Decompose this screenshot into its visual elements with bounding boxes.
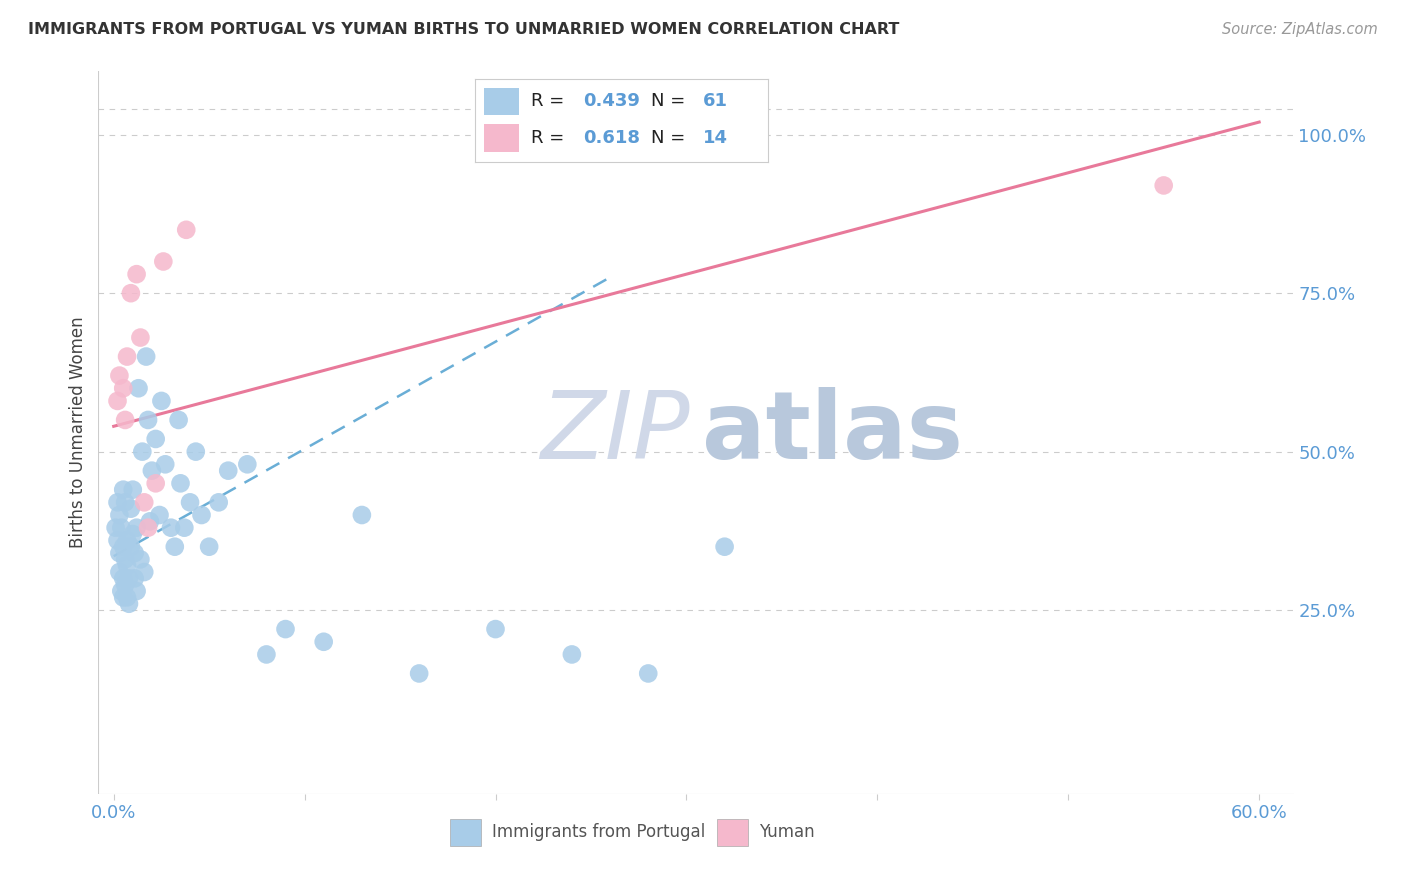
Point [114,578,136,592]
Point [163,540,186,554]
Point [484,622,506,636]
Point [107,533,129,548]
Point [115,350,138,364]
Text: Immigrants from Portugal: Immigrants from Portugal [492,823,706,841]
Point [150,393,173,408]
FancyBboxPatch shape [450,819,481,846]
Point [208,495,231,509]
Point [312,634,335,648]
Point [128,381,150,395]
Point [108,546,131,560]
Point [152,254,174,268]
Point [120,286,142,301]
Point [107,393,129,408]
Text: atlas: atlas [702,386,963,479]
Point [136,413,159,427]
FancyBboxPatch shape [717,819,748,846]
Text: IMMIGRANTS FROM PORTUGAL VS YUMAN BIRTHS TO UNMARRIED WOMEN CORRELATION CHART: IMMIGRANTS FROM PORTUGAL VS YUMAN BIRTHS… [28,22,900,37]
Point [217,464,239,478]
Point [125,267,148,281]
Point [1153,178,1175,193]
Point [129,552,152,566]
Point [125,521,148,535]
Point [561,648,583,662]
Text: Yuman: Yuman [759,823,815,841]
Point [131,444,153,458]
Point [108,508,131,522]
Point [167,413,190,427]
Point [108,565,131,579]
Point [190,508,212,522]
Text: ZIP: ZIP [540,387,690,478]
Point [136,521,159,535]
Point [112,571,135,585]
Point [120,501,142,516]
Point [121,527,143,541]
Point [637,666,659,681]
Point [118,597,141,611]
Point [274,622,297,636]
Point [350,508,373,522]
Point [236,458,259,472]
Point [115,591,138,605]
Point [108,368,131,383]
Point [112,591,135,605]
Point [713,540,735,554]
Point [141,464,163,478]
Point [114,552,136,566]
Point [120,540,142,554]
Point [160,521,183,535]
Point [198,540,221,554]
Point [179,495,201,509]
Point [124,546,146,560]
Point [173,521,195,535]
Point [112,483,135,497]
Point [184,444,207,458]
Point [110,584,132,599]
Point [135,350,157,364]
Point [112,540,135,554]
Point [155,458,177,472]
Point [121,483,143,497]
Point [408,666,430,681]
Point [254,648,277,662]
Point [114,413,136,427]
Point [114,495,136,509]
Point [115,558,138,573]
Point [145,432,167,446]
Point [139,514,162,528]
Point [124,571,146,585]
Y-axis label: Births to Unmarried Women: Births to Unmarried Women [69,317,87,549]
Point [125,584,148,599]
Point [129,330,152,344]
Point [110,521,132,535]
Point [118,571,141,585]
Point [112,381,135,395]
Point [104,521,127,535]
Point [145,476,167,491]
Point [169,476,191,491]
Text: Source: ZipAtlas.com: Source: ZipAtlas.com [1222,22,1378,37]
Point [148,508,170,522]
Point [174,223,197,237]
Point [134,565,156,579]
Point [107,495,129,509]
Point [134,495,156,509]
Point [115,533,138,548]
